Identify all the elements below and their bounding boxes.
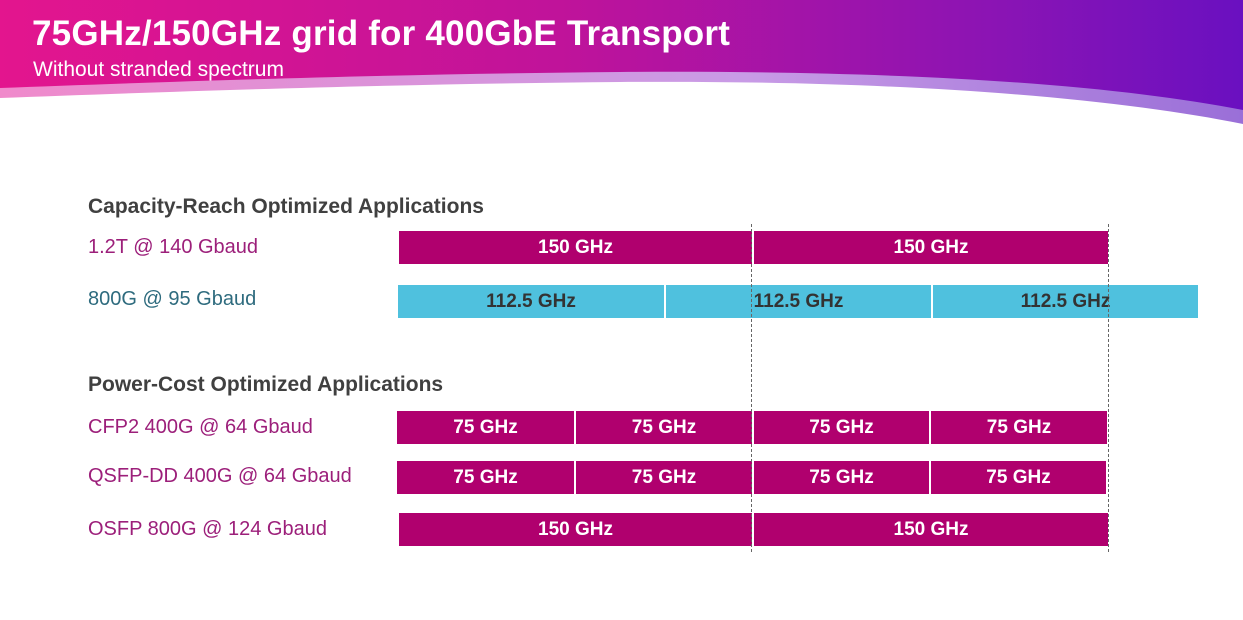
row-label-osfp: OSFP 800G @ 124 Gbaud bbox=[88, 518, 327, 540]
spectrum-segment: 75 GHz bbox=[574, 411, 752, 444]
grid-boundary-line bbox=[751, 224, 752, 552]
row-label-cfp2: CFP2 400G @ 64 Gbaud bbox=[88, 416, 313, 438]
spectrum-segment: 75 GHz bbox=[397, 461, 574, 494]
grid-boundary-line bbox=[1108, 224, 1109, 552]
section-heading-capacity-reach: Capacity-Reach Optimized Applications bbox=[88, 195, 484, 218]
spectrum-segment: 150 GHz bbox=[752, 231, 1108, 264]
spectrum-segment: 75 GHz bbox=[929, 411, 1107, 444]
spectrum-segment: 150 GHz bbox=[399, 513, 752, 546]
spectrum-segment: 112.5 GHz bbox=[398, 285, 664, 318]
spectrum-segment: 112.5 GHz bbox=[664, 285, 931, 318]
spectrum-segment: 75 GHz bbox=[752, 461, 929, 494]
spectrum-bar-1-2t: 150 GHz 150 GHz bbox=[399, 231, 1108, 264]
spectrum-segment: 112.5 GHz bbox=[931, 285, 1198, 318]
spectrum-bar-qsfp-dd: 75 GHz 75 GHz 75 GHz 75 GHz bbox=[397, 461, 1106, 494]
row-label-qsfp-dd: QSFP-DD 400G @ 64 Gbaud bbox=[88, 465, 352, 487]
spectrum-segment: 75 GHz bbox=[929, 461, 1106, 494]
spectrum-bar-osfp: 150 GHz 150 GHz bbox=[399, 513, 1108, 546]
spectrum-segment: 150 GHz bbox=[752, 513, 1108, 546]
page-title: 75GHz/150GHz grid for 400GbE Transport bbox=[32, 14, 731, 53]
section-heading-power-cost: Power-Cost Optimized Applications bbox=[88, 373, 444, 396]
row-label-1-2t: 1.2T @ 140 Gbaud bbox=[88, 236, 259, 258]
spectrum-bar-cfp2: 75 GHz 75 GHz 75 GHz 75 GHz bbox=[397, 411, 1107, 444]
header-banner bbox=[0, 0, 1243, 124]
page-subtitle: Without stranded spectrum bbox=[33, 58, 284, 81]
spectrum-segment: 150 GHz bbox=[399, 231, 752, 264]
spectrum-segment: 75 GHz bbox=[574, 461, 752, 494]
row-label-800g: 800G @ 95 Gbaud bbox=[88, 288, 257, 310]
spectrum-bar-800g: 112.5 GHz 112.5 GHz 112.5 GHz bbox=[398, 285, 1198, 318]
spectrum-segment: 75 GHz bbox=[397, 411, 574, 444]
spectrum-segment: 75 GHz bbox=[752, 411, 929, 444]
